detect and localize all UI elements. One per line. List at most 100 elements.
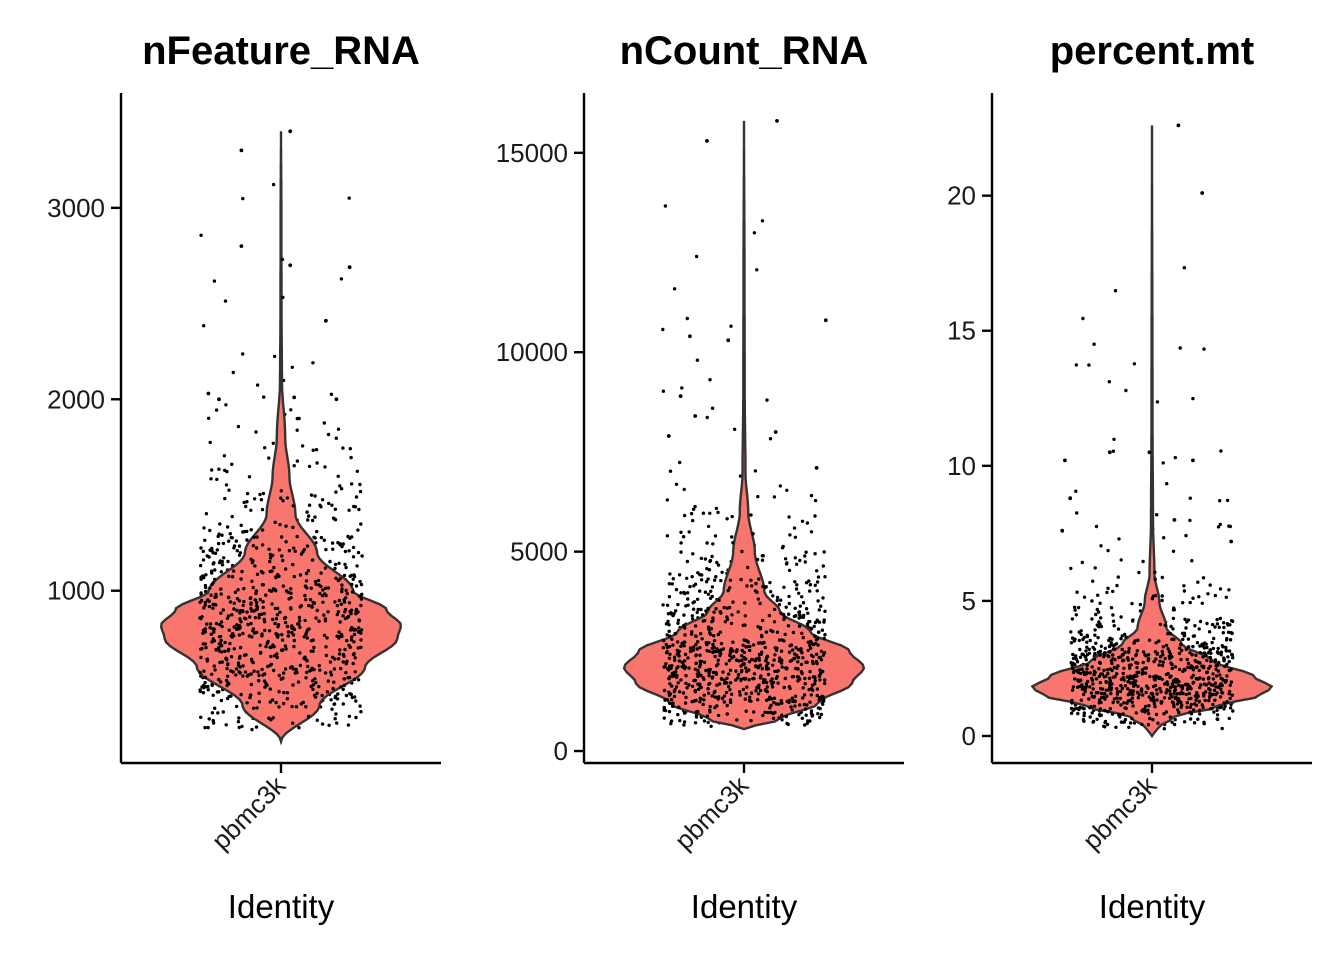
data-point [261,605,265,610]
outlier-point [239,244,244,249]
data-point [756,494,760,499]
data-point [795,583,799,587]
data-point [1215,708,1219,712]
data-point [267,716,271,720]
data-point [1093,670,1097,675]
data-point [709,627,714,631]
data-point [677,573,682,577]
data-point [1088,638,1092,643]
data-point [235,549,239,553]
data-point [354,715,358,720]
data-point [1162,727,1167,731]
data-point [740,648,744,653]
data-point [706,691,711,695]
data-point [1194,698,1198,702]
data-point [1209,683,1213,687]
data-point [241,603,245,607]
data-point [1106,586,1110,590]
data-point [807,676,812,680]
data-point [1194,653,1198,657]
data-point [667,690,671,694]
data-point [354,699,358,703]
data-point [295,534,299,539]
data-point [1165,688,1169,692]
data-point [665,650,669,654]
data-point [777,716,781,720]
data-point [779,598,783,602]
data-point [279,648,284,652]
data-point [1147,704,1151,708]
data-point [248,693,253,697]
data-point [685,576,689,580]
outlier-point [814,466,819,470]
data-point [241,631,245,636]
data-point [1178,346,1182,350]
data-point [1181,637,1185,642]
data-point [280,638,285,642]
data-point [298,663,303,668]
data-point [1209,659,1213,664]
data-point [226,649,230,653]
data-point [676,621,680,625]
data-point [754,664,758,668]
data-point [1120,647,1124,652]
data-point [1195,691,1199,695]
data-point [809,627,814,631]
data-point [1113,289,1118,293]
data-point [359,645,363,650]
data-point [805,521,810,525]
data-point [249,508,253,512]
data-point [780,718,784,722]
data-point [198,616,202,620]
data-point [314,681,318,685]
data-point [212,561,216,565]
data-point [813,583,817,587]
data-point [1069,630,1073,634]
data-point [791,630,796,635]
data-point [257,679,261,683]
data-point [1109,686,1114,690]
data-point [290,630,294,635]
data-point [712,645,716,650]
data-point [684,674,688,678]
data-point [203,627,207,631]
data-point [238,665,242,669]
data-point [780,701,784,705]
data-point [683,659,687,663]
data-point [710,676,714,680]
data-point [1211,677,1216,681]
data-point [1129,692,1134,696]
data-point [760,558,765,562]
data-point [1208,691,1212,696]
data-point [1095,717,1099,721]
data-point [211,637,215,641]
data-point [776,681,780,685]
data-point [340,587,344,591]
data-point [215,548,219,552]
data-point [1102,668,1106,672]
outlier-point [693,414,698,418]
data-point [808,619,812,624]
data-point [695,610,699,615]
data-point [298,651,302,655]
data-point [254,430,258,434]
data-point [331,686,335,691]
data-point [1119,703,1123,707]
data-point [1172,703,1176,708]
data-point [261,673,265,677]
data-point [235,704,239,709]
data-point [234,667,239,671]
data-point [1076,679,1080,683]
data-point [668,572,672,576]
data-point [1112,624,1116,628]
data-point [201,642,205,646]
data-point [224,678,229,683]
data-point [218,522,222,526]
data-point [251,627,256,631]
data-point [281,671,286,675]
data-point [359,582,364,587]
data-point [728,688,732,692]
data-point [297,726,301,730]
data-point [725,606,729,610]
